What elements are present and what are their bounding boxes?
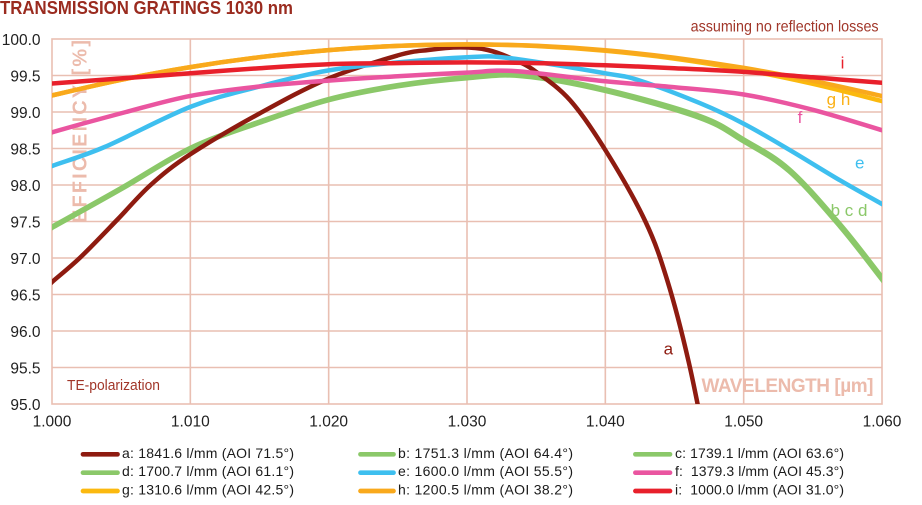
svg-text:c: 1739.1 l/mm (AOI 63.6°): c: 1739.1 l/mm (AOI 63.6°) — [675, 445, 844, 461]
svg-text:95.0: 95.0 — [10, 397, 41, 414]
svg-text:97.0: 97.0 — [10, 251, 41, 268]
svg-text:EFFICIENCY [%]: EFFICIENCY [%] — [70, 40, 92, 223]
svg-text:f: 1379.3 l/mm (AOI 45.3°): f: 1379.3 l/mm (AOI 45.3°) — [675, 463, 844, 479]
svg-text:e: e — [855, 154, 864, 173]
svg-text:1.020: 1.020 — [309, 414, 348, 431]
svg-text:95.5: 95.5 — [10, 361, 40, 378]
svg-text:97.5: 97.5 — [10, 215, 40, 232]
svg-text:b c d: b c d — [831, 201, 868, 220]
svg-text:i: 1000.0 l/mm (AOI 31.0°): i: 1000.0 l/mm (AOI 31.0°) — [675, 482, 844, 498]
svg-text:i: i — [841, 53, 845, 72]
svg-text:1.060: 1.060 — [863, 414, 902, 431]
svg-text:g: 1310.6 l/mm (AOI 42.5°): g: 1310.6 l/mm (AOI 42.5°) — [122, 482, 294, 498]
svg-text:g h: g h — [827, 90, 851, 109]
svg-text:96.5: 96.5 — [10, 288, 40, 305]
svg-text:1.010: 1.010 — [171, 414, 210, 431]
svg-text:d: 1700.7 l/mm (AOI 61.1°): d: 1700.7 l/mm (AOI 61.1°) — [122, 463, 294, 479]
svg-text:TRANSMISSION GRATINGS 1030 nm: TRANSMISSION GRATINGS 1030 nm — [0, 0, 293, 18]
svg-text:1.040: 1.040 — [586, 414, 625, 431]
svg-text:1.050: 1.050 — [724, 414, 763, 431]
svg-text:b: 1751.3 l/mm (AOI 64.4°): b: 1751.3 l/mm (AOI 64.4°) — [398, 445, 573, 461]
svg-text:98.0: 98.0 — [10, 178, 41, 195]
svg-text:99.5: 99.5 — [10, 69, 40, 86]
svg-text:f: f — [798, 108, 803, 127]
svg-text:h: 1200.5 l/mm (AOI 38.2°): h: 1200.5 l/mm (AOI 38.2°) — [398, 482, 573, 498]
svg-text:a: a — [664, 340, 674, 359]
svg-text:99.0: 99.0 — [10, 105, 41, 122]
svg-text:98.5: 98.5 — [10, 142, 40, 159]
svg-text:a: 1841.6 l/mm (AOI 71.5°): a: 1841.6 l/mm (AOI 71.5°) — [122, 445, 294, 461]
svg-text:e: 1600.0 l/mm (AOI 55.5°): e: 1600.0 l/mm (AOI 55.5°) — [398, 463, 573, 479]
svg-text:assuming no reflection losses: assuming no reflection losses — [691, 19, 879, 36]
svg-text:1.030: 1.030 — [448, 414, 487, 431]
svg-text:100.0: 100.0 — [2, 32, 41, 49]
svg-text:TE-polarization: TE-polarization — [67, 377, 160, 394]
svg-text:96.0: 96.0 — [10, 324, 41, 341]
svg-text:WAVELENGTH [µm]: WAVELENGTH [µm] — [702, 376, 874, 397]
svg-text:1.000: 1.000 — [33, 414, 72, 431]
